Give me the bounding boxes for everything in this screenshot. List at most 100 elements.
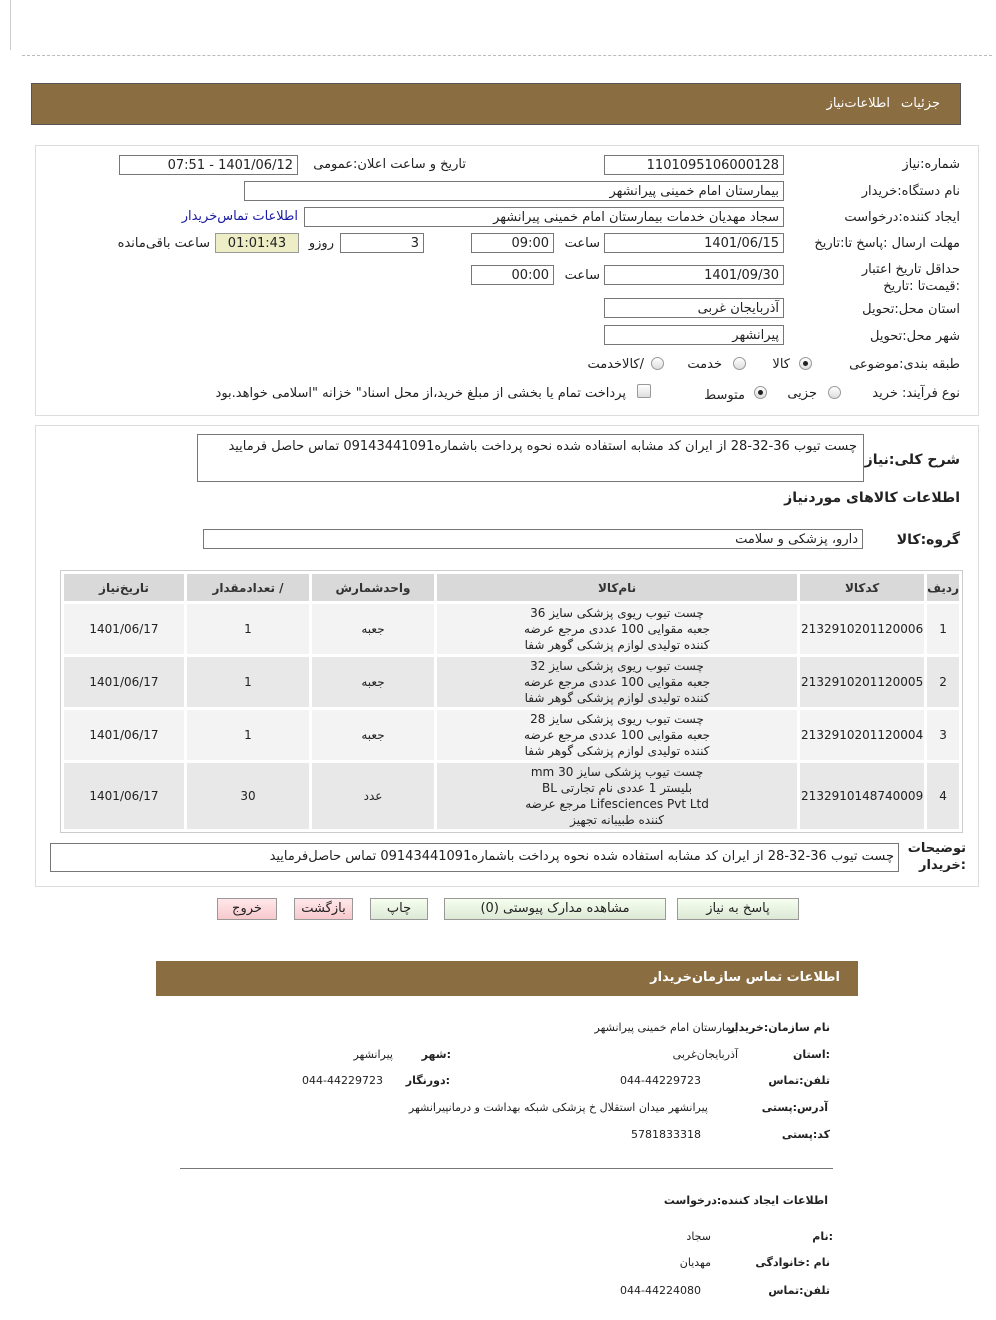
phone-label: تلفن:تماس [768,1074,830,1087]
print-button[interactable]: چاپ [370,898,428,920]
province-contact-value: آذربایجان‌غربی [672,1048,738,1061]
announce-field[interactable]: 1401/06/12 - 07:51 [119,155,298,175]
goods-code: 2132910148740009 [800,763,925,829]
radio-goods-service[interactable] [651,357,664,370]
table-row: 4 2132910148740009 چست تیوب پزشکی سایز 30 … [64,763,959,829]
province-contact-label: :استان [793,1048,830,1061]
province-field[interactable]: آذربایجان غربی [604,298,784,318]
radio-minor-label: جزیی [787,386,817,401]
days-field[interactable]: 3 [340,233,424,253]
need-number-label: شماره:نیاز [902,157,960,172]
table-row: 3 2132910201120004 چست تیوب ریوی پزشکی سای… [64,710,959,760]
need-number-field[interactable]: 1101095106000128 [604,155,784,175]
col-code: کدکالا [800,574,925,601]
name-value: سجاد [686,1230,711,1243]
validity-date-field[interactable]: 1401/09/30 [604,265,784,285]
family-value: مهدیان [679,1256,711,1269]
quantity: 1 [187,710,309,760]
buyer-label: نام دستگاه:خریدار [861,184,960,199]
phone-value: 044-44229723 [620,1074,701,1087]
back-button[interactable]: بازگشت [294,898,353,920]
group-label: گروه:کالا [896,532,960,548]
header-bar: جزئیات اطلاعات‌نیاز [31,83,961,125]
city-contact-value: پیرانشهر [353,1048,393,1061]
validity-label: حداقل تاریخ اعتبار :قیمت‌تا :تاریخ [861,262,960,294]
unit: جعبه [312,657,434,707]
unit: جعبه [312,710,434,760]
radio-service[interactable] [733,357,746,370]
creator-phone-label: تلفن:تماس [768,1284,830,1297]
goods-name: چست تیوب پزشکی سایز 30 mm بلیستر 1 عددی … [437,763,798,829]
top-divider [22,55,992,56]
org-label: نام سازمان:خریدار [728,1021,830,1034]
col-date: تاریخ‌نیاز [64,574,184,601]
treasury-text: پرداخت تمام یا بخشی از مبلغ خرید،از محل … [215,386,626,401]
radio-service-label: خدمت [687,357,722,372]
quantity: 30 [187,763,309,829]
unit: جعبه [312,604,434,654]
category-label: طبقه بندی:موضوعی [849,357,960,372]
need-date: 1401/06/17 [64,710,184,760]
table-row: 2 2132910201120005 چست تیوب ریوی پزشکی سای… [64,657,959,707]
radio-medium-label: متوسط [704,388,745,403]
exit-button[interactable]: خروج [217,898,277,920]
row-number: 2 [927,657,959,707]
group-field[interactable]: دارو، پزشکی و سلامت [203,529,863,549]
creator-info-title: اطلاعات ایجاد کننده:درخواست [663,1194,828,1207]
table-row: 1 2132910201120006 چست تیوب ریوی پزشکی سای… [64,604,959,654]
fax-label: :دورنگار [405,1074,450,1087]
fax-value: 044-44229723 [302,1074,383,1087]
unit: عدد [312,763,434,829]
name-label: :نام [812,1230,833,1243]
process-label: نوع فرآیند: خرید [872,386,960,401]
quantity: 1 [187,657,309,707]
description-field[interactable]: چست تیوب 36-32-28 از ایران کد مشابه استف… [197,434,864,482]
radio-minor[interactable] [828,386,841,399]
address-value: پیرانشهر میدان استقلال خ پزشکی شبکه بهدا… [408,1101,708,1114]
city-contact-label: :شهر [421,1048,451,1061]
reply-button[interactable]: پاسخ به نیاز [677,898,799,920]
row-number: 1 [927,604,959,654]
goods-code: 2132910201120005 [800,657,925,707]
need-date: 1401/06/17 [64,763,184,829]
col-qty: / تعدادمقدار [187,574,309,601]
tab-need-info[interactable]: اطلاعات‌نیاز [826,96,890,111]
validity-time-label: ساعت [564,268,600,283]
goods-code: 2132910201120006 [800,604,925,654]
creator-phone-value: 044-44224080 [620,1284,701,1297]
deadline-time-field[interactable]: 09:00 [471,233,554,253]
address-label: آدرس:پستی [761,1101,828,1114]
deadline-date-field[interactable]: 1401/06/15 [604,233,784,253]
tab-details[interactable]: جزئیات [901,96,940,111]
view-documents-button[interactable]: مشاهده مدارک پیوستی (0) [444,898,666,920]
treasury-checkbox[interactable] [637,384,651,398]
row-number: 3 [927,710,959,760]
col-name: نام‌کالا [437,574,798,601]
remaining-label: ساعت باقی‌مانده [117,236,210,251]
notes-field[interactable]: چست تیوب 36-32-28 از ایران کد مشابه استف… [50,843,899,872]
creator-field[interactable]: سجاد مهدیان خدمات بیمارستان امام خمینی پ… [304,207,784,227]
province-label: استان محل:تحویل [862,302,960,317]
validity-time-field[interactable]: 00:00 [471,265,554,285]
col-unit: واحدشمارش [312,574,434,601]
goods-table: ردیف کدکالا نام‌کالا واحدشمارش / تعدادمق… [61,571,962,832]
creator-label: ایجاد کننده:درخواست [844,210,960,225]
contact-divider [180,1168,833,1169]
quantity: 1 [187,604,309,654]
need-date: 1401/06/17 [64,604,184,654]
buyer-field[interactable]: بیمارستان امام خمینی پیرانشهر [244,181,784,201]
description-label: شرح کلی:نیاز [864,452,960,468]
buyer-contact-link[interactable]: اطلاعات تماس‌خریدار [181,209,298,224]
left-rule [10,0,11,50]
goods-name: چست تیوب ریوی پزشکی سایز 32 جعبه مقوایی … [437,657,798,707]
city-label: شهر محل:تحویل [870,329,960,344]
org-value: بیمارستان امام خمینی پیرانشهر [594,1021,738,1034]
family-label: نام :خانوادگی [755,1256,830,1269]
radio-goods[interactable] [799,357,812,370]
announce-label: تاریخ و ساعت اعلان:عمومی [313,157,466,172]
goods-table-wrap: ردیف کدکالا نام‌کالا واحدشمارش / تعدادمق… [60,570,963,833]
days-label: روزو [308,236,334,251]
radio-medium[interactable] [754,386,767,399]
city-field[interactable]: پیرانشهر [604,325,784,345]
remaining-time: 01:01:43 [215,233,299,253]
